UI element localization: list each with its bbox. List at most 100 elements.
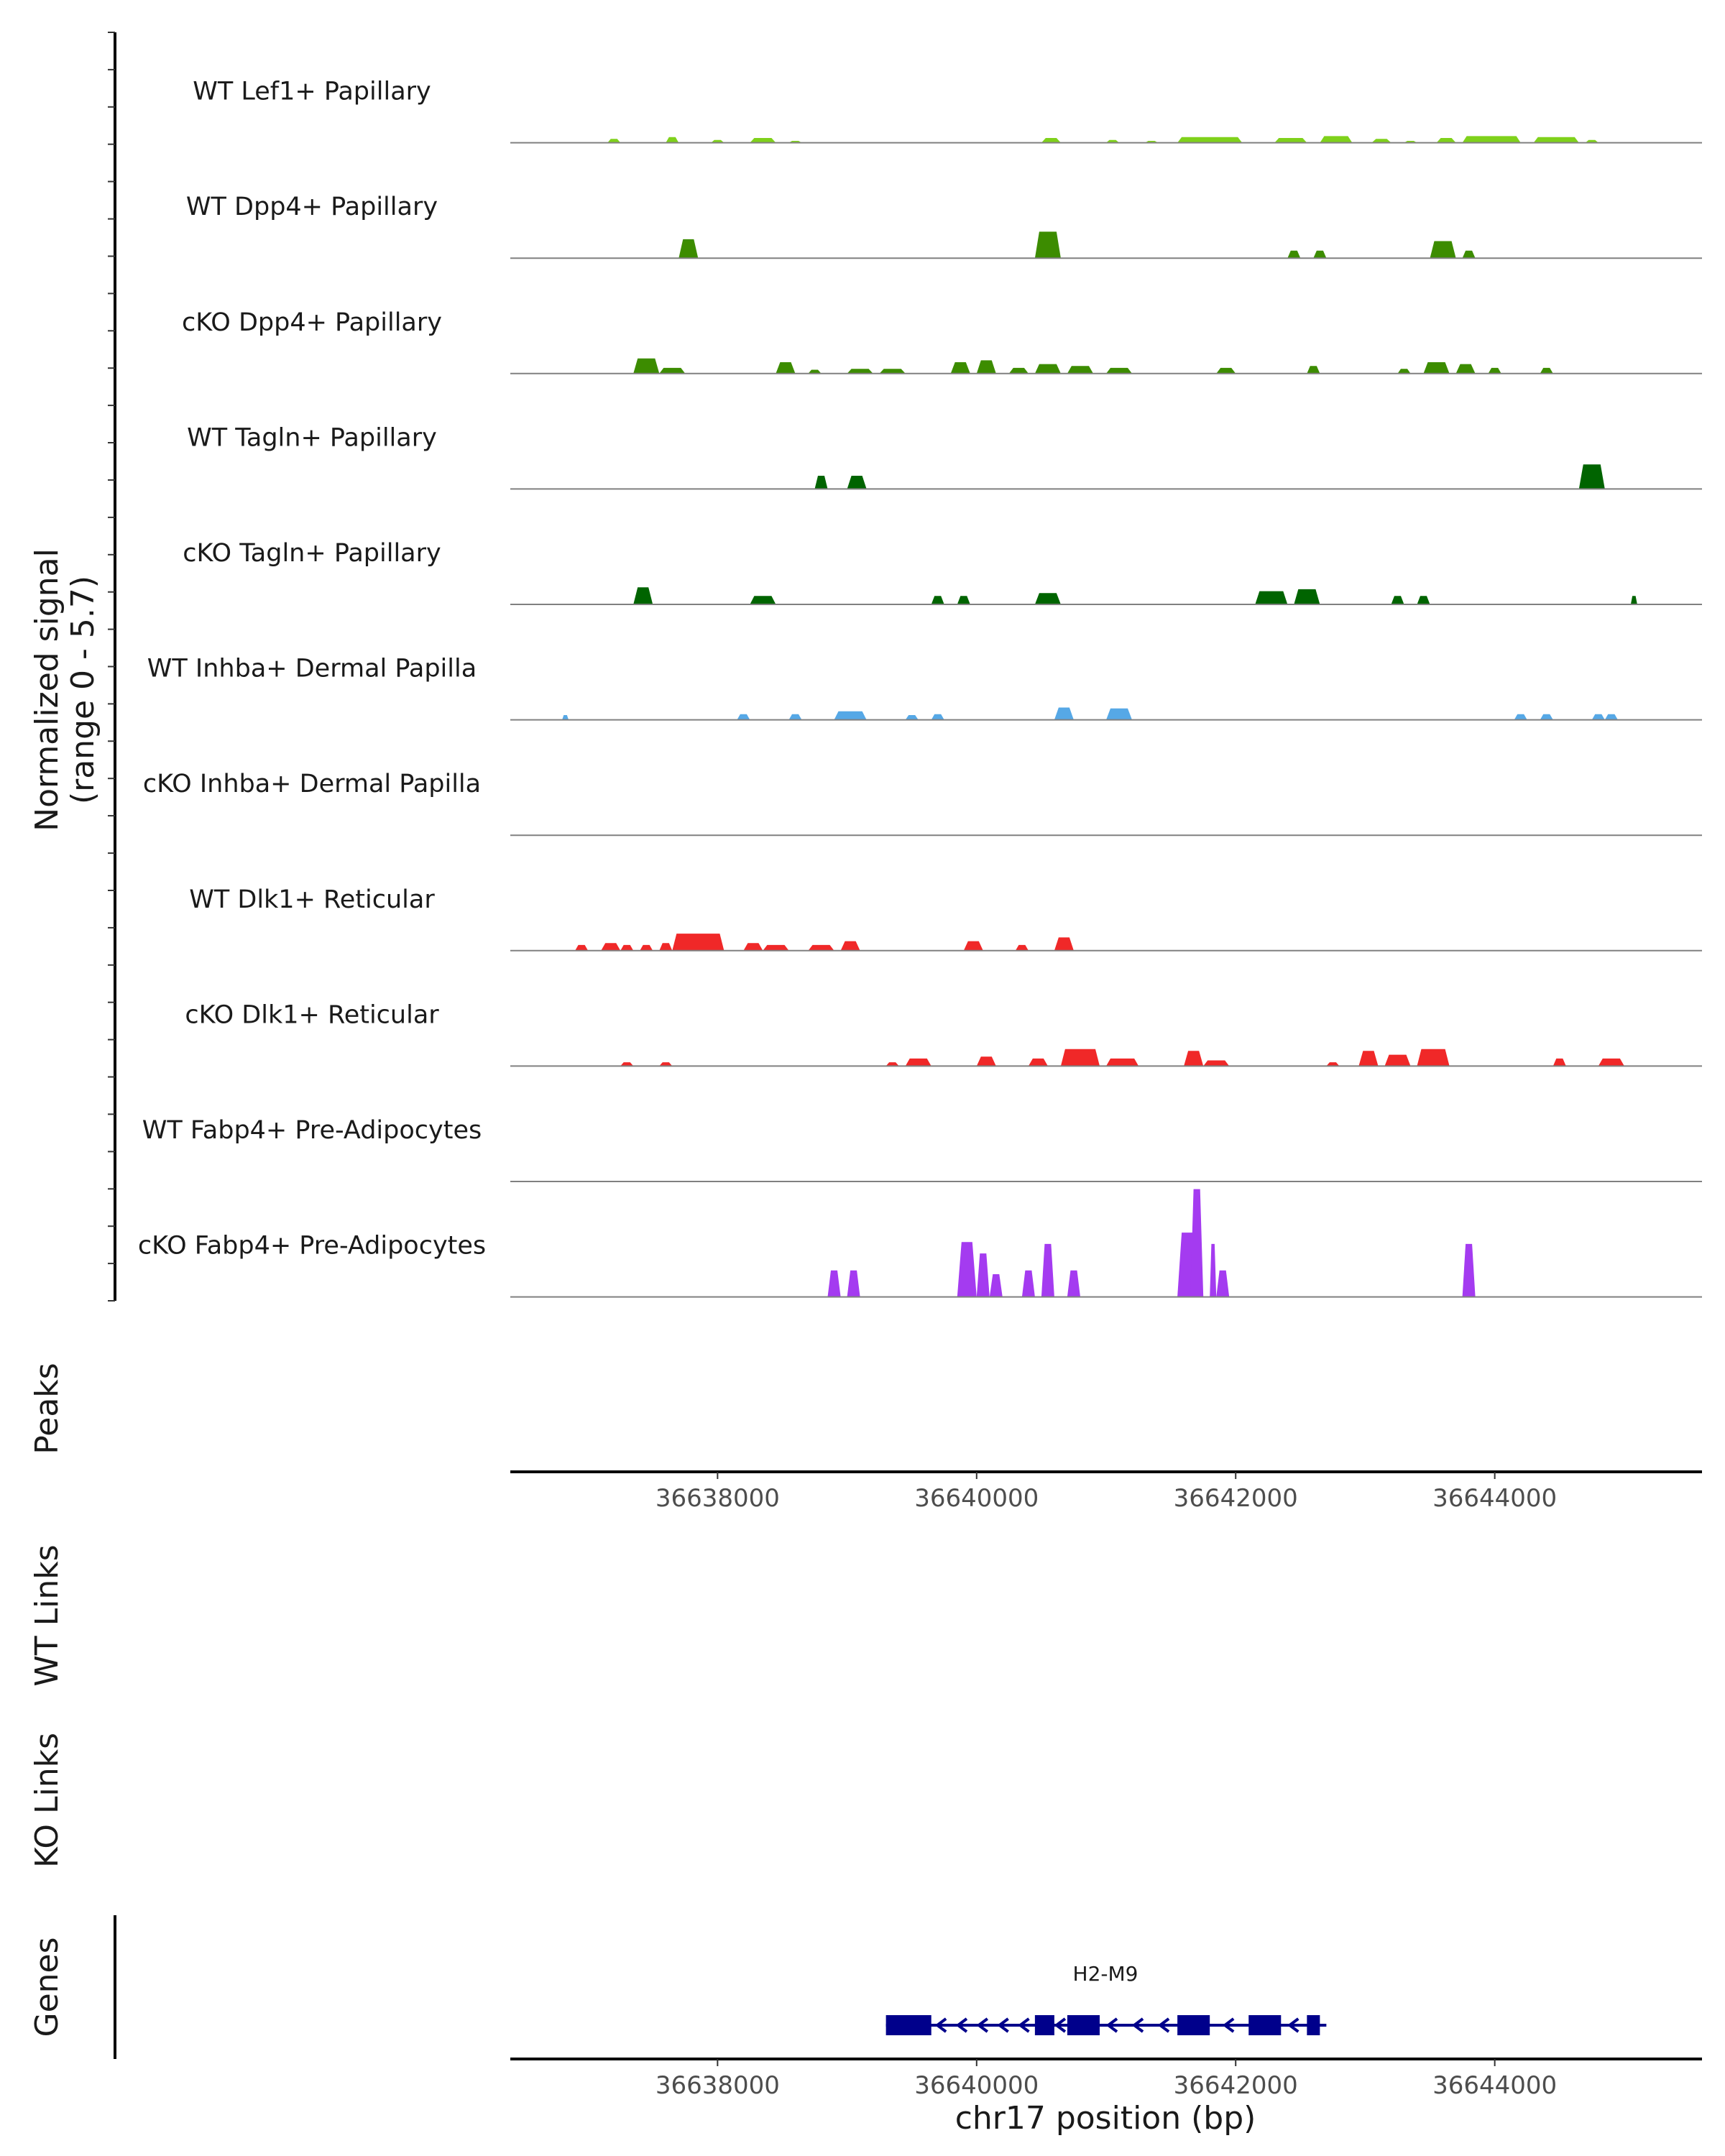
- coverage-peak: [1034, 593, 1061, 604]
- coverage-peak: [659, 367, 686, 374]
- coverage-peak: [1034, 231, 1061, 259]
- coverage-peak: [1384, 1054, 1411, 1067]
- track-wt-dpp4-papillary: WT Dpp4+ Papillary: [186, 193, 1702, 259]
- coverage-peak: [1184, 1051, 1204, 1067]
- ko-links-title: KO Links: [29, 1733, 65, 1868]
- strand-arrow: [934, 2017, 947, 2033]
- coverage-peak: [1287, 250, 1301, 259]
- coverage-peak: [1028, 1058, 1048, 1067]
- coverage-peak: [1067, 366, 1093, 374]
- x-tick-label: 36638000: [656, 2071, 780, 2100]
- coverage-peak: [1320, 136, 1353, 143]
- x-tick-label: 36640000: [914, 1484, 1039, 1513]
- genes-title: Genes: [29, 1937, 65, 2037]
- coverage-peak: [620, 944, 634, 951]
- track-cko-tagln-papillary: cKO Tagln+ Papillary: [183, 539, 1702, 605]
- genes-x-ticks: 36638000 36640000 36642000 36644000: [656, 2059, 1557, 2100]
- coverage-peak: [1294, 589, 1320, 604]
- track-label-cko-dpp4-papillary: cKO Dpp4+ Papillary: [182, 308, 442, 337]
- coverage-peak: [750, 138, 776, 143]
- x-tick-label: 36638000: [656, 1484, 780, 1513]
- coverage-peak: [1034, 364, 1061, 374]
- coverage-peak: [1430, 241, 1456, 259]
- x-axis-title: chr17 position (bp): [955, 2100, 1256, 2137]
- x-tick-label: 36642000: [1174, 2071, 1298, 2100]
- coverage-peak: [1008, 367, 1029, 374]
- track-wt-dlk1-reticular: WT Dlk1+ Reticular: [189, 885, 1702, 952]
- coverage-peak: [847, 369, 873, 374]
- coverage-y-title: Normalized signal: [29, 548, 65, 831]
- coverage-peak: [1436, 138, 1456, 143]
- track-label-cko-dlk1-reticular: cKO Dlk1+ Reticular: [185, 1000, 439, 1029]
- coverage-peak: [976, 1056, 996, 1067]
- coverage-peak: [1054, 937, 1074, 951]
- strand-arrow: [1131, 2017, 1144, 2033]
- coverage-peak: [1397, 369, 1411, 374]
- coverage-peak: [1210, 1243, 1217, 1297]
- coverage-peak: [1216, 1270, 1230, 1297]
- coverage-peak: [620, 1062, 634, 1067]
- wt-links-title: WT Links: [29, 1544, 65, 1686]
- coverage-peak: [1015, 944, 1029, 951]
- coverage-peak: [808, 369, 822, 374]
- coverage-peak: [1313, 250, 1327, 259]
- coverage-peak: [989, 1274, 1003, 1297]
- links-panels: WT Links KO Links: [29, 1544, 65, 1868]
- coverage-peak: [976, 1253, 990, 1297]
- coverage-peak: [1054, 707, 1074, 720]
- coverage-peak: [1041, 1243, 1054, 1297]
- coverage-peak: [886, 1062, 899, 1067]
- coverage-peak: [737, 714, 750, 720]
- coverage-panel: Normalized signal (range 0 - 5.7) WT Lef…: [29, 32, 1702, 1302]
- coverage-peak: [659, 1062, 673, 1067]
- coverage-peak: [950, 362, 970, 374]
- x-tick-label: 36644000: [1432, 1484, 1557, 1513]
- gene-label-h2-m9: H2-M9: [1073, 1962, 1138, 1986]
- genes-panel: Genes H2-M9 36638000 36640000 36642000 3664…: [29, 1915, 1702, 2137]
- coverage-peak: [743, 943, 763, 951]
- coverage-peak: [905, 715, 919, 720]
- coverage-peak: [1488, 367, 1501, 374]
- track-cko-fabp4-pre-adipocytes: cKO Fabp4+ Pre-Adipocytes: [138, 1189, 1702, 1298]
- coverage-peak: [1177, 137, 1243, 143]
- strand-arrow: [1018, 2017, 1030, 2033]
- coverage-peak: [1106, 367, 1132, 374]
- strand-arrow: [1157, 2017, 1170, 2033]
- coverage-y-ticks: [108, 32, 115, 1302]
- track-cko-dpp4-papillary: cKO Dpp4+ Papillary: [182, 308, 1702, 374]
- peaks-title: Peaks: [29, 1363, 65, 1454]
- coverage-peak: [1591, 714, 1605, 720]
- coverage-peak: [562, 715, 569, 720]
- coverage-peak: [879, 369, 906, 374]
- coverage-peak: [1578, 464, 1605, 489]
- track-label-wt-dlk1-reticular: WT Dlk1+ Reticular: [189, 885, 435, 914]
- track-label-wt-tagln-papillary: WT Tagln+ Papillary: [187, 423, 437, 452]
- coverage-peak: [1462, 250, 1476, 259]
- coverage-peak: [640, 944, 653, 951]
- coverage-peak: [1106, 1058, 1139, 1067]
- track-label-cko-tagln-papillary: cKO Tagln+ Papillary: [183, 539, 441, 568]
- strand-arrow: [1054, 2017, 1067, 2033]
- coverage-peak: [1391, 596, 1404, 604]
- coverage-peak: [607, 139, 621, 143]
- coverage-peak: [840, 941, 860, 951]
- coverage-peak: [976, 360, 996, 374]
- coverage-y-range: (range 0 - 5.7): [65, 576, 101, 804]
- coverage-peak: [666, 137, 679, 143]
- gene-exon: [1307, 2015, 1320, 2035]
- coverage-peak: [1190, 1189, 1204, 1297]
- x-tick-label: 36644000: [1432, 2071, 1557, 2100]
- track-label-wt-fabp4-pre-adipocytes: WT Fabp4+ Pre-Adipocytes: [142, 1116, 482, 1145]
- coverage-peak: [957, 1242, 977, 1297]
- track-label-cko-inhba-dermal-papilla: cKO Inhba+ Dermal Papilla: [143, 770, 481, 798]
- coverage-peak: [1358, 1051, 1379, 1067]
- coverage-peak: [1067, 1270, 1080, 1297]
- track-wt-fabp4-pre-adipocytes: WT Fabp4+ Pre-Adipocytes: [142, 1116, 1702, 1182]
- strand-arrow: [1105, 2017, 1118, 2033]
- coverage-peak: [1255, 591, 1288, 604]
- coverage-peak: [1417, 1049, 1450, 1067]
- track-wt-inhba-dermal-papilla: WT Inhba+ Dermal Papilla: [147, 655, 1702, 721]
- coverage-peak: [678, 239, 699, 259]
- gene-exon: [1034, 2015, 1054, 2035]
